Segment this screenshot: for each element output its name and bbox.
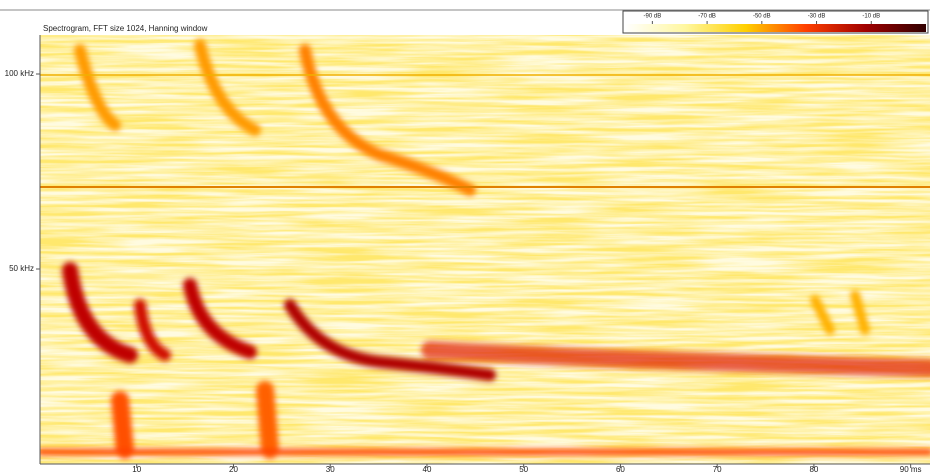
x-tick-label: 80 [809,465,818,473]
y-tick-label: 50 kHz [9,264,34,273]
spectrogram-image [40,35,930,464]
x-tick-label: 30 [326,465,335,473]
y-tick-label: 100 kHz [5,69,34,78]
colorbar-tick-label: -10 dB [862,14,880,20]
x-tick-label: 50 [519,465,528,473]
colorbar-tick-label: -70 dB [698,14,716,20]
x-tick-label: 10 [132,465,141,473]
x-tick-label: 20 [229,465,238,473]
spectrogram-view: Spectrogram, FFT size 1024, Hanning wind… [0,0,930,473]
colorbar-tick-label: -50 dB [753,14,771,20]
colorbar-tick-label: -90 dB [644,14,662,20]
x-tick-label: 70 [713,465,722,473]
x-tick-label: 60 [616,465,625,473]
colorbar-tick-label: -30 dB [808,14,826,20]
x-tick-label: 40 [423,465,432,473]
chart-title: Spectrogram, FFT size 1024, Hanning wind… [43,24,208,33]
colorbar [625,24,926,32]
x-tick-label: 90 ms [900,465,922,473]
